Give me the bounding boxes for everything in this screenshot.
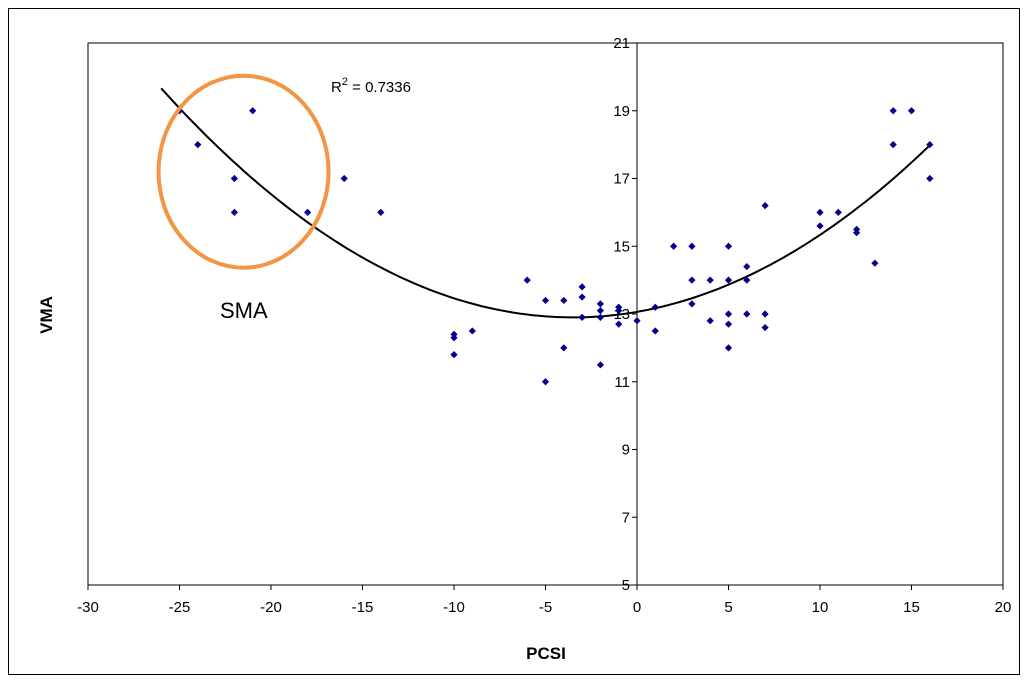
data-point bbox=[651, 303, 659, 311]
data-point bbox=[377, 208, 385, 216]
y-axis-title: VMA bbox=[37, 296, 56, 334]
y-tick-label: 9 bbox=[622, 442, 630, 459]
data-point bbox=[450, 334, 458, 342]
highlight-group bbox=[156, 73, 331, 270]
data-point bbox=[230, 208, 238, 216]
data-point bbox=[596, 361, 604, 369]
chart-frame bbox=[8, 8, 1020, 675]
x-tick-label: 20 bbox=[995, 599, 1012, 616]
data-point bbox=[340, 174, 348, 183]
x-tick-label: -25 bbox=[169, 599, 191, 616]
data-point bbox=[816, 222, 824, 230]
data-point bbox=[450, 351, 458, 359]
data-point bbox=[249, 107, 257, 115]
r2-superscript: 2 bbox=[342, 76, 348, 88]
x-tick-label: 15 bbox=[903, 599, 920, 616]
data-point bbox=[761, 310, 769, 318]
data-point bbox=[724, 344, 733, 352]
y-tick-label: 21 bbox=[613, 35, 630, 52]
trendline bbox=[160, 87, 931, 319]
data-point bbox=[651, 327, 659, 335]
data-point bbox=[743, 276, 751, 284]
x-tick-label: -20 bbox=[260, 599, 282, 616]
data-point bbox=[596, 313, 604, 321]
data-point bbox=[688, 242, 696, 250]
data-point bbox=[670, 242, 678, 250]
data-point bbox=[724, 320, 733, 328]
data-point bbox=[230, 174, 238, 183]
data-point bbox=[688, 276, 696, 284]
data-point bbox=[541, 296, 550, 305]
data-point bbox=[633, 317, 641, 325]
r2-prefix: R bbox=[331, 79, 342, 96]
y-tick-label: 19 bbox=[613, 103, 630, 120]
data-point bbox=[889, 107, 897, 115]
data-point bbox=[724, 276, 733, 284]
data-point bbox=[706, 317, 714, 325]
y-tick-label: 17 bbox=[613, 171, 630, 188]
data-point bbox=[615, 307, 623, 315]
data-point bbox=[889, 141, 897, 149]
x-tick-label: 5 bbox=[724, 599, 732, 616]
r-squared-label: R2 = 0.7336 bbox=[331, 76, 411, 96]
data-point bbox=[578, 283, 586, 291]
sma-highlight-ellipse bbox=[156, 73, 331, 270]
data-point bbox=[761, 323, 769, 332]
data-point bbox=[596, 307, 604, 315]
data-point bbox=[743, 262, 751, 271]
data-point bbox=[834, 208, 842, 216]
data-point bbox=[907, 107, 916, 115]
y-tick-label: 15 bbox=[613, 238, 630, 255]
data-point bbox=[596, 300, 604, 308]
x-tick-label: -30 bbox=[77, 599, 99, 616]
r2-value: = 0.7336 bbox=[348, 79, 411, 96]
data-point bbox=[523, 276, 531, 284]
data-point bbox=[541, 378, 550, 386]
data-point bbox=[578, 313, 586, 321]
data-point bbox=[615, 320, 623, 328]
data-point bbox=[578, 293, 586, 301]
x-axis-title: PCSI bbox=[526, 644, 566, 663]
data-point bbox=[816, 208, 824, 216]
x-tick-label: -15 bbox=[352, 599, 374, 616]
y-tick-label: 11 bbox=[614, 374, 630, 391]
x-tick-label: -5 bbox=[539, 599, 552, 616]
data-point bbox=[560, 296, 568, 305]
x-tick-label: 10 bbox=[812, 599, 829, 616]
data-point bbox=[761, 202, 769, 210]
data-point bbox=[926, 174, 934, 183]
x-tick-label: -10 bbox=[443, 599, 465, 616]
data-point bbox=[560, 344, 568, 352]
data-point bbox=[688, 300, 696, 308]
data-point bbox=[724, 242, 733, 250]
x-axis-ticks: -30 -25 -20 -15 -10 -5 0 5 10 15 20 bbox=[77, 585, 1011, 616]
y-tick-label: 5 bbox=[622, 577, 630, 594]
data-point bbox=[743, 310, 751, 318]
data-point bbox=[706, 276, 714, 284]
data-point bbox=[468, 327, 476, 335]
data-point bbox=[853, 229, 861, 237]
trendline-group bbox=[160, 87, 931, 319]
data-point bbox=[194, 141, 202, 149]
y-tick-label: 7 bbox=[622, 509, 630, 526]
sma-label: SMA bbox=[220, 298, 268, 323]
data-point bbox=[926, 141, 934, 149]
data-point bbox=[724, 310, 733, 318]
x-tick-label: 0 bbox=[633, 599, 641, 616]
data-point bbox=[871, 259, 879, 267]
data-points bbox=[175, 107, 934, 386]
data-point bbox=[304, 208, 312, 216]
